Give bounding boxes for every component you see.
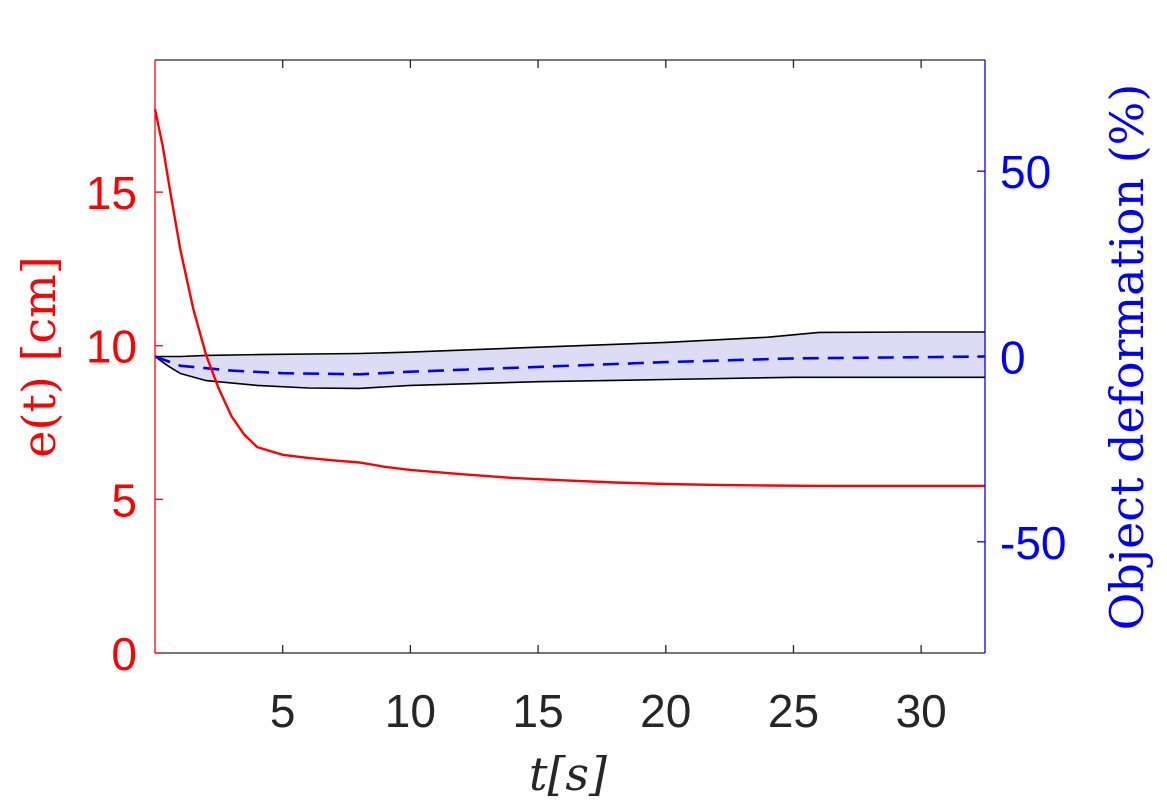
right-y-axis-title: Object deformation (%) xyxy=(1100,84,1154,631)
x-tick-label: 5 xyxy=(270,685,296,737)
left-y-tick-label: 10 xyxy=(86,321,137,373)
deformation-upper-bound-line xyxy=(155,331,985,358)
left-y-axis-title: e(t) [cm] xyxy=(12,256,66,458)
deformation-band xyxy=(155,332,985,389)
tick-labels: 5 10 15 20 25 30 0 5 10 15 -50 0 50 xyxy=(86,146,1067,737)
right-y-tick-label: 50 xyxy=(1000,146,1051,198)
right-y-tick-label: -50 xyxy=(1000,517,1066,569)
x-tick-label: 20 xyxy=(640,685,691,737)
error-curve xyxy=(153,108,985,488)
left-y-tick-label: 15 xyxy=(86,167,137,219)
left-y-tick-label: 0 xyxy=(111,628,137,680)
x-tick-label: 10 xyxy=(385,685,436,737)
left-y-tick-label: 5 xyxy=(111,474,137,526)
x-axis-title: t[s] xyxy=(529,747,607,801)
mean-deformation-line xyxy=(154,355,986,376)
x-tick-label: 25 xyxy=(768,685,819,737)
x-tick-label: 15 xyxy=(512,685,563,737)
right-y-tick-label: 0 xyxy=(1000,332,1026,384)
x-tick-label: 30 xyxy=(896,685,947,737)
deformation-lower-bound-line xyxy=(154,355,985,390)
tick-marks xyxy=(155,60,985,654)
